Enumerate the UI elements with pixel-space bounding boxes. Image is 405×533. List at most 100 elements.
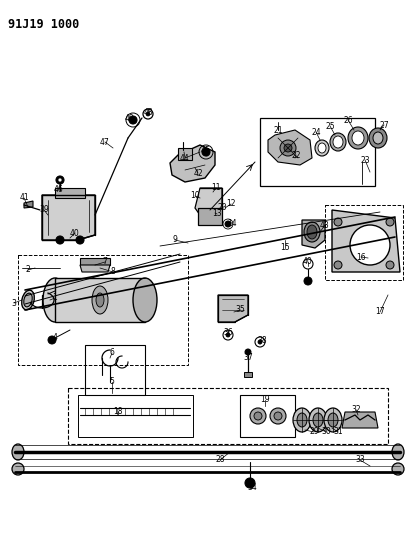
Ellipse shape — [24, 293, 32, 307]
Text: 2: 2 — [26, 265, 30, 274]
Bar — [55, 278, 145, 322]
Text: 12: 12 — [226, 199, 235, 208]
Ellipse shape — [368, 128, 386, 148]
Text: 10: 10 — [190, 191, 199, 200]
Circle shape — [129, 116, 136, 124]
Text: 7: 7 — [102, 257, 107, 266]
Bar — [85, 345, 145, 395]
Circle shape — [76, 236, 84, 244]
Text: 47: 47 — [100, 138, 110, 147]
Bar — [243, 372, 252, 377]
Circle shape — [279, 140, 295, 156]
Text: 34: 34 — [247, 483, 256, 492]
Bar — [239, 395, 294, 437]
Text: 3: 3 — [11, 298, 16, 308]
Ellipse shape — [308, 408, 326, 432]
Text: 13: 13 — [212, 209, 221, 219]
Text: 20: 20 — [217, 204, 226, 213]
Text: 17: 17 — [374, 308, 384, 317]
Circle shape — [202, 148, 209, 156]
Ellipse shape — [292, 408, 310, 432]
Text: 29: 29 — [309, 427, 318, 437]
Polygon shape — [55, 188, 85, 198]
Circle shape — [349, 225, 389, 265]
Text: 11: 11 — [211, 183, 220, 192]
Text: 46: 46 — [54, 185, 64, 195]
Ellipse shape — [303, 222, 319, 242]
Text: 23: 23 — [359, 156, 369, 165]
Ellipse shape — [347, 127, 367, 149]
Text: 39: 39 — [39, 206, 49, 214]
Text: 5: 5 — [109, 377, 114, 386]
Text: 32: 32 — [350, 406, 360, 415]
Text: 24: 24 — [310, 127, 320, 136]
Polygon shape — [267, 130, 311, 165]
Circle shape — [284, 144, 291, 152]
Circle shape — [385, 218, 393, 226]
Circle shape — [269, 408, 285, 424]
Text: 16: 16 — [355, 253, 365, 262]
Ellipse shape — [133, 278, 157, 322]
Polygon shape — [80, 265, 110, 272]
Circle shape — [257, 340, 261, 344]
Circle shape — [385, 261, 393, 269]
Text: 1: 1 — [53, 294, 57, 303]
Circle shape — [226, 333, 230, 337]
Text: 15: 15 — [279, 244, 289, 253]
Circle shape — [303, 277, 311, 285]
Ellipse shape — [391, 463, 403, 475]
Polygon shape — [80, 258, 110, 265]
Text: 38: 38 — [256, 336, 266, 345]
Text: 25: 25 — [324, 122, 334, 131]
Circle shape — [273, 412, 281, 420]
Ellipse shape — [391, 444, 403, 460]
Ellipse shape — [327, 413, 337, 427]
Polygon shape — [170, 145, 215, 182]
Circle shape — [143, 109, 153, 119]
Polygon shape — [331, 210, 399, 272]
Bar — [68, 388, 387, 444]
Text: 18: 18 — [113, 408, 122, 416]
Text: 19: 19 — [260, 395, 269, 405]
Text: 42: 42 — [193, 168, 202, 177]
Polygon shape — [341, 412, 377, 428]
Circle shape — [333, 218, 341, 226]
Polygon shape — [194, 188, 222, 215]
Ellipse shape — [312, 413, 322, 427]
Text: 22: 22 — [290, 150, 300, 159]
Text: 4: 4 — [52, 334, 57, 343]
Text: 37: 37 — [243, 353, 252, 362]
Ellipse shape — [317, 143, 325, 153]
Circle shape — [56, 176, 64, 184]
Text: 26: 26 — [342, 116, 352, 125]
Text: 27: 27 — [378, 120, 388, 130]
Text: 33: 33 — [354, 456, 364, 464]
Text: 14: 14 — [227, 219, 236, 228]
Circle shape — [58, 178, 62, 182]
Circle shape — [244, 478, 254, 488]
Circle shape — [254, 412, 261, 420]
Ellipse shape — [329, 133, 345, 151]
Circle shape — [56, 236, 64, 244]
Polygon shape — [24, 201, 33, 208]
Polygon shape — [42, 195, 95, 240]
Ellipse shape — [351, 131, 363, 145]
Text: 49: 49 — [125, 114, 134, 123]
Text: 43: 43 — [319, 221, 329, 230]
Text: 48: 48 — [143, 108, 152, 117]
Ellipse shape — [92, 286, 108, 314]
Text: 41: 41 — [19, 193, 29, 203]
Ellipse shape — [296, 413, 306, 427]
Bar — [324, 205, 402, 280]
Text: 6: 6 — [109, 349, 114, 358]
Ellipse shape — [314, 140, 328, 156]
Text: 45: 45 — [200, 146, 210, 155]
Circle shape — [224, 221, 230, 227]
Circle shape — [244, 349, 250, 355]
Bar — [18, 255, 188, 365]
Ellipse shape — [306, 225, 316, 239]
Text: 40: 40 — [70, 229, 80, 238]
Bar — [259, 118, 374, 186]
Text: 21: 21 — [273, 125, 282, 134]
Circle shape — [333, 261, 341, 269]
